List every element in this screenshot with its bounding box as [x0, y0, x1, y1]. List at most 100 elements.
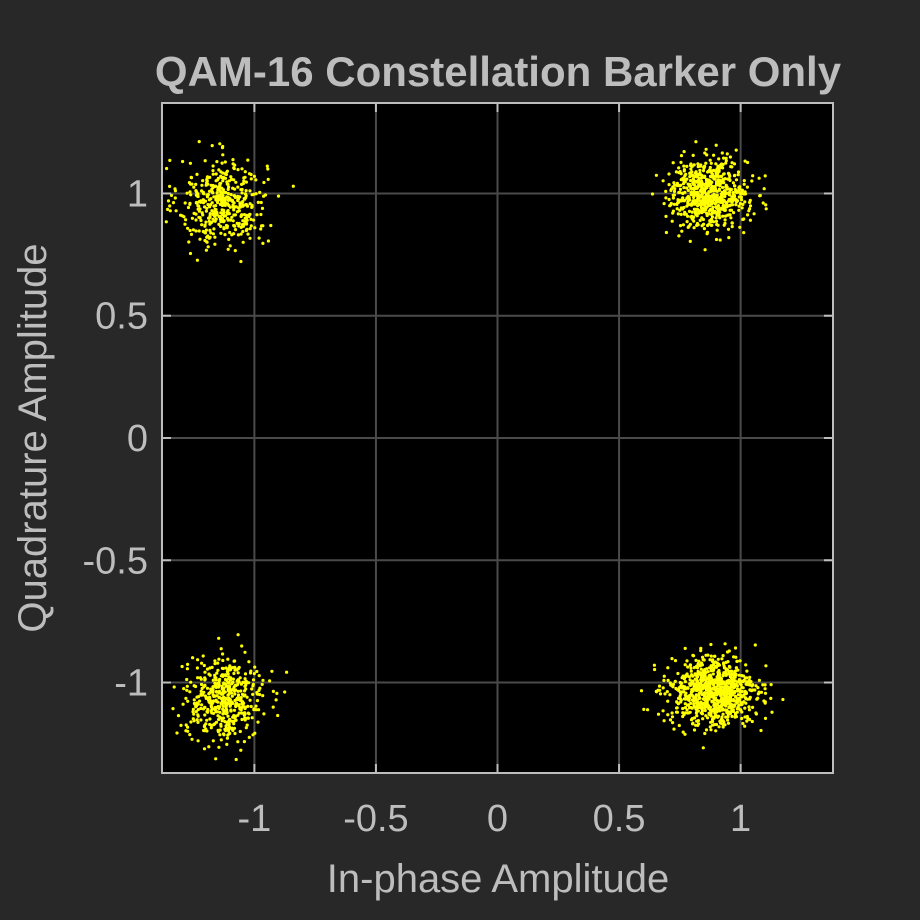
scatter-point	[677, 184, 682, 188]
scatter-point	[190, 737, 194, 741]
scatter-point	[291, 184, 295, 188]
scatter-point	[201, 179, 205, 183]
scatter-point	[753, 688, 757, 692]
scatter-point	[194, 705, 198, 709]
scatter-point	[224, 666, 228, 670]
scatter-point	[700, 706, 704, 710]
chart-title: QAM-16 Constellation Barker Only	[155, 48, 842, 95]
scatter-point	[718, 700, 722, 704]
scatter-point	[726, 695, 730, 699]
scatter-point	[728, 665, 732, 669]
scatter-point	[738, 225, 742, 229]
scatter-point	[748, 207, 752, 211]
scatter-point	[185, 667, 189, 671]
scatter-point	[733, 703, 737, 707]
scatter-point	[716, 223, 720, 227]
scatter-point	[218, 197, 222, 201]
scatter-point	[231, 162, 235, 166]
scatter-point	[678, 208, 682, 212]
scatter-point	[216, 714, 220, 718]
scatter-point	[666, 678, 670, 683]
scatter-point	[691, 153, 695, 157]
scatter-point	[710, 223, 714, 227]
scatter-point	[195, 258, 199, 262]
scatter-point	[673, 659, 678, 663]
scatter-point	[189, 182, 193, 186]
scatter-point	[216, 681, 220, 686]
scatter-point	[681, 223, 686, 227]
scatter-point	[237, 704, 241, 708]
scatter-point	[692, 190, 696, 194]
scatter-point	[245, 222, 249, 226]
scatter-point	[680, 681, 684, 685]
scatter-point	[751, 683, 755, 687]
scatter-point	[672, 727, 676, 731]
scatter-point	[728, 208, 732, 212]
scatter-point	[235, 697, 239, 701]
scatter-point	[717, 157, 721, 161]
scatter-point	[184, 218, 188, 222]
scatter-point	[219, 647, 223, 651]
scatter-point	[689, 163, 693, 168]
scatter-point	[225, 722, 229, 726]
scatter-point	[189, 193, 193, 197]
scatter-point	[210, 707, 214, 711]
scatter-point	[217, 745, 221, 749]
scatter-point	[759, 690, 764, 694]
scatter-point	[689, 167, 693, 171]
scatter-point	[714, 162, 718, 166]
scatter-point	[677, 190, 681, 195]
scatter-point	[216, 730, 220, 734]
scatter-point	[233, 249, 237, 253]
scatter-point	[728, 213, 732, 217]
scatter-point	[718, 238, 722, 242]
scatter-point	[720, 165, 724, 169]
scatter-point	[186, 729, 190, 733]
scatter-point	[715, 228, 719, 232]
scatter-point	[708, 684, 712, 688]
scatter-point	[259, 200, 263, 205]
scatter-point	[212, 211, 216, 215]
scatter-point	[191, 717, 195, 721]
scatter-point	[720, 151, 724, 155]
scatter-point	[701, 746, 705, 750]
scatter-point	[770, 710, 774, 714]
scatter-point	[227, 185, 231, 189]
scatter-point	[668, 718, 673, 722]
scatter-point	[664, 214, 668, 218]
scatter-point	[257, 688, 261, 693]
scatter-point	[206, 182, 210, 186]
scatter-point	[207, 189, 212, 193]
scatter-point	[692, 654, 696, 658]
y-tick-label: 0	[127, 418, 148, 460]
scatter-point	[728, 673, 733, 677]
scatter-point	[677, 688, 681, 692]
scatter-point	[690, 673, 694, 677]
scatter-point	[236, 233, 240, 237]
scatter-point	[235, 210, 239, 214]
scatter-point	[242, 740, 246, 744]
scatter-point	[653, 667, 657, 672]
scatter-point	[733, 173, 737, 177]
scatter-point	[242, 713, 246, 718]
scatter-point	[733, 679, 737, 683]
scatter-point	[693, 698, 697, 702]
scatter-point	[714, 729, 718, 733]
scatter-point	[255, 692, 259, 696]
scatter-point	[268, 679, 272, 683]
scatter-point	[697, 659, 701, 663]
y-axis-label: Quadrature Amplitude	[11, 243, 55, 632]
scatter-point	[239, 708, 243, 712]
scatter-point	[700, 207, 704, 212]
scatter-point	[741, 721, 745, 726]
scatter-point	[683, 180, 687, 184]
scatter-point	[220, 217, 224, 221]
scatter-point	[722, 156, 726, 160]
scatter-point	[200, 223, 204, 227]
scatter-point	[696, 162, 700, 166]
scatter-point	[719, 697, 724, 701]
scatter-point	[737, 195, 741, 199]
scatter-point	[183, 201, 187, 205]
scatter-point	[672, 202, 676, 206]
scatter-point	[710, 174, 714, 178]
